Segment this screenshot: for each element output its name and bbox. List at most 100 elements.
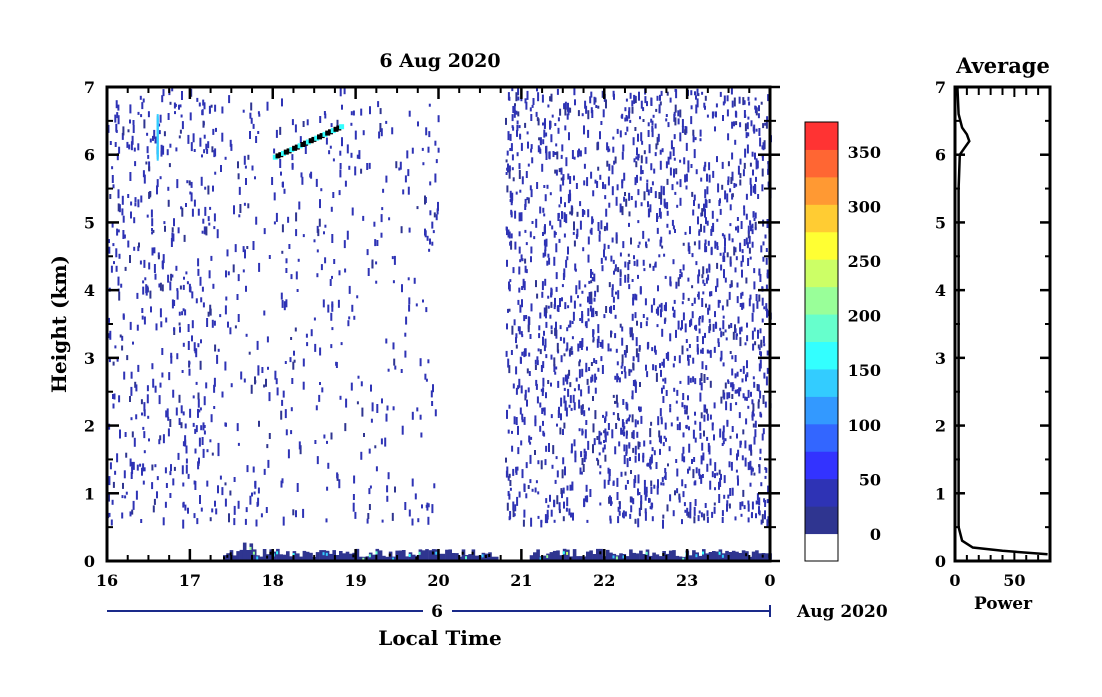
noise-pixel <box>554 371 557 375</box>
y-tick-label: 4 <box>84 281 95 300</box>
noise-pixel <box>564 466 566 476</box>
noise-pixel <box>640 165 643 175</box>
noise-pixel <box>743 110 746 118</box>
noise-pixel <box>512 510 515 518</box>
noise-pixel <box>118 291 121 301</box>
noise-pixel <box>237 274 240 282</box>
noise-pixel <box>213 226 216 230</box>
noise-pixel <box>569 348 572 355</box>
noise-pixel <box>553 499 556 507</box>
noise-pixel <box>632 293 635 301</box>
noise-pixel <box>665 302 667 312</box>
noise-pixel <box>713 502 716 506</box>
noise-pixel <box>528 371 531 376</box>
noise-pixel <box>573 221 575 231</box>
noise-pixel <box>755 160 758 170</box>
noise-pixel <box>740 513 743 517</box>
noise-pixel <box>258 262 261 272</box>
noise-pixel <box>344 180 347 187</box>
noise-pixel <box>562 457 565 465</box>
noise-pixel <box>708 304 711 311</box>
ground-echo-pixel <box>738 553 743 560</box>
noise-pixel <box>252 241 255 250</box>
noise-pixel <box>611 429 614 439</box>
noise-pixel <box>708 199 711 204</box>
noise-pixel <box>538 325 541 331</box>
noise-pixel <box>685 173 688 182</box>
noise-pixel <box>517 447 520 455</box>
noise-pixel <box>735 183 738 187</box>
noise-pixel <box>720 396 723 404</box>
noise-pixel <box>599 465 602 469</box>
noise-pixel <box>137 364 140 372</box>
noise-pixel <box>137 143 140 151</box>
noise-pixel <box>593 273 596 282</box>
noise-pixel <box>754 212 757 219</box>
noise-pixel <box>216 229 219 239</box>
noise-pixel <box>601 339 604 349</box>
noise-pixel <box>511 167 514 171</box>
noise-pixel <box>130 141 133 151</box>
ground-echo-pixel <box>286 551 290 560</box>
noise-pixel <box>207 185 210 195</box>
noise-pixel <box>132 341 134 345</box>
noise-pixel <box>634 445 637 455</box>
noise-pixel <box>251 492 253 497</box>
noise-pixel <box>526 90 529 100</box>
noise-pixel <box>570 407 573 411</box>
ground-echo-pixel <box>445 549 449 560</box>
noise-pixel <box>756 300 759 309</box>
noise-pixel <box>729 204 732 211</box>
noise-pixel <box>727 176 730 183</box>
x-tick-label: 17 <box>179 571 201 590</box>
noise-pixel <box>544 278 547 286</box>
noise-pixel <box>673 157 676 161</box>
noise-pixel <box>315 178 318 187</box>
noise-pixel <box>172 389 175 398</box>
colorbar-swatch <box>805 314 838 342</box>
noise-pixel <box>635 348 638 358</box>
noise-pixel <box>570 207 573 216</box>
noise-pixel <box>701 315 704 323</box>
noise-pixel <box>586 378 589 385</box>
noise-pixel <box>362 215 365 221</box>
noise-pixel <box>406 150 409 159</box>
colorbar-swatch <box>805 286 838 315</box>
noise-pixel <box>165 410 168 418</box>
noise-pixel <box>197 208 200 216</box>
noise-pixel <box>658 192 661 199</box>
noise-pixel <box>400 369 403 373</box>
noise-pixel <box>761 168 764 177</box>
noise-pixel <box>584 284 587 288</box>
noise-pixel <box>585 420 588 425</box>
noise-pixel <box>559 298 561 307</box>
noise-pixel <box>520 440 523 446</box>
noise-pixel <box>602 181 604 189</box>
noise-pixel <box>111 221 114 228</box>
noise-pixel <box>214 500 216 507</box>
noise-pixel <box>124 266 127 271</box>
noise-pixel <box>606 431 609 436</box>
noise-pixel <box>630 327 633 337</box>
noise-pixel <box>753 327 756 332</box>
noise-pixel <box>545 152 548 160</box>
noise-pixel <box>512 468 515 476</box>
noise-pixel <box>726 500 729 507</box>
noise-pixel <box>544 118 546 128</box>
noise-pixel <box>164 467 167 474</box>
noise-pixel <box>143 450 146 454</box>
noise-pixel <box>704 503 707 508</box>
noise-pixel <box>507 491 510 496</box>
noise-pixel <box>736 475 739 480</box>
ground-echo-strong-pixel <box>662 553 665 556</box>
noise-pixel <box>602 109 605 118</box>
noise-pixel <box>626 480 629 484</box>
noise-pixel <box>159 176 162 180</box>
noise-pixel <box>623 196 626 202</box>
ground-echo-pixel <box>402 550 406 560</box>
noise-pixel <box>150 306 152 313</box>
noise-pixel <box>113 261 115 265</box>
noise-pixel <box>645 364 647 371</box>
noise-pixel <box>508 96 511 101</box>
noise-pixel <box>151 363 154 370</box>
